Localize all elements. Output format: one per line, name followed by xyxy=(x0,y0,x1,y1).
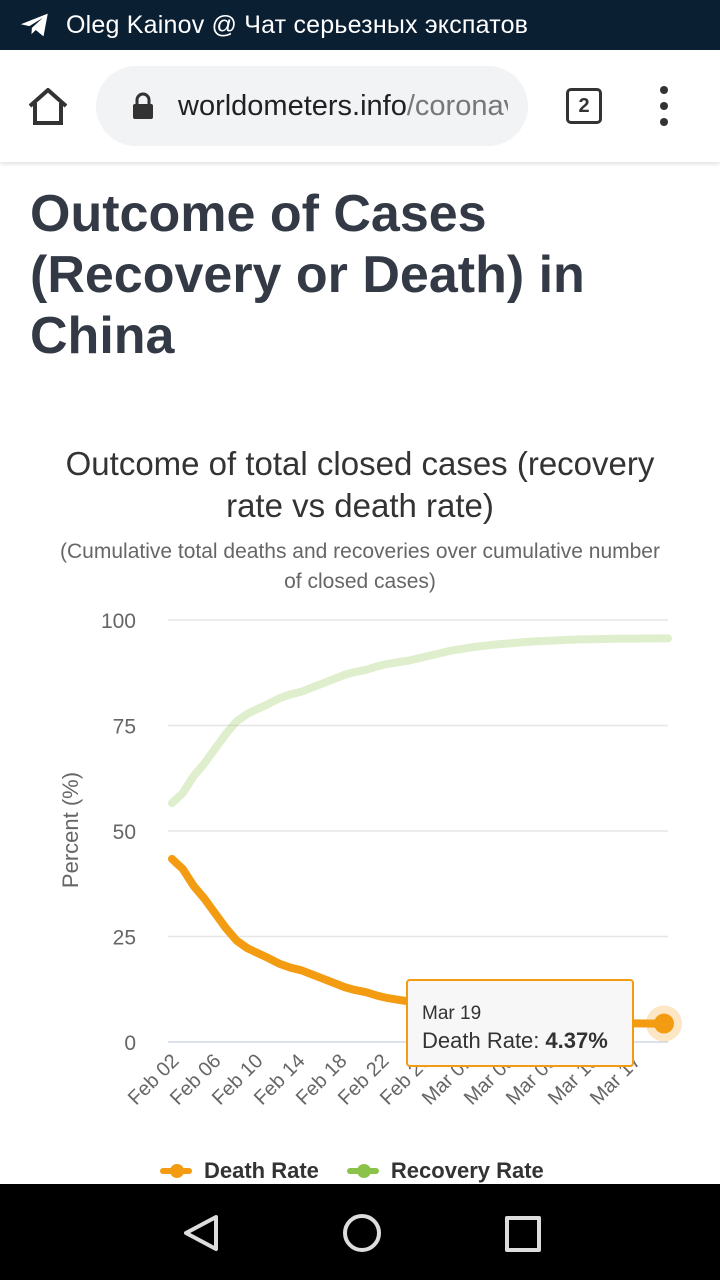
browser-toolbar: worldometers.info/coronavirus/country/ch… xyxy=(0,50,720,162)
legend-label-death: Death Rate xyxy=(204,1158,319,1183)
lock-icon[interactable] xyxy=(132,92,154,120)
legend-label-recovery: Recovery Rate xyxy=(390,1158,544,1183)
y-tick-label: 25 xyxy=(113,927,136,950)
url-host: worldometers.info xyxy=(178,89,407,122)
notification-text: Oleg Kainov @ Чат серьезных экспатов xyxy=(66,10,529,39)
legend-item-death-rate[interactable]: Death Rate xyxy=(160,1158,319,1184)
back-icon[interactable] xyxy=(182,1214,220,1252)
series-line-recovery-rate[interactable] xyxy=(168,634,672,808)
legend-swatch-death xyxy=(160,1164,192,1178)
url-path: /coronavirus/country/china/ xyxy=(406,89,508,122)
chart-tooltip: Mar 19 Death Rate: 4.37% xyxy=(406,979,634,1067)
chart-subtitle: (Cumulative total deaths and recoveries … xyxy=(60,540,660,593)
home-nav-icon[interactable] xyxy=(343,1214,381,1252)
page-title: Outcome of Cases (Recovery or Death) in … xyxy=(30,185,585,365)
more-menu-icon[interactable] xyxy=(652,86,676,126)
recent-apps-icon[interactable] xyxy=(505,1216,541,1252)
url-text[interactable]: worldometers.info/coronavirus/country/ch… xyxy=(178,90,508,123)
y-axis-label: Percent (%) xyxy=(58,772,83,888)
y-tick-label: 75 xyxy=(113,716,136,739)
tooltip-value-line: Death Rate: 4.37% xyxy=(422,1028,608,1053)
home-icon[interactable] xyxy=(26,86,70,126)
chart-legend: Death Rate Recovery Rate xyxy=(160,1158,544,1184)
telegram-icon xyxy=(20,13,48,37)
address-bar[interactable]: worldometers.info/coronavirus/country/ch… xyxy=(96,66,528,146)
y-axis-ticks: 0 25 50 75 100 xyxy=(101,610,136,1055)
tab-switcher-button[interactable]: 2 xyxy=(566,88,602,124)
chart-title: Outcome of total closed cases (recovery … xyxy=(65,445,655,524)
tooltip-label: Death Rate: xyxy=(422,1028,539,1053)
hover-point[interactable] xyxy=(654,1013,674,1034)
y-tick-label: 50 xyxy=(113,821,136,844)
tooltip-box xyxy=(406,979,634,1067)
notification-bar[interactable]: Oleg Kainov @ Чат серьезных экспатов xyxy=(0,0,720,50)
y-tick-label: 0 xyxy=(124,1032,136,1055)
tooltip-date: Mar 19 xyxy=(422,1003,481,1024)
y-tick-label: 100 xyxy=(101,610,136,633)
tooltip-value: 4.37% xyxy=(545,1028,607,1053)
navigation-bar xyxy=(0,1184,720,1280)
chart-grid xyxy=(168,619,668,1043)
legend-swatch-recovery xyxy=(346,1164,379,1178)
legend-item-recovery-rate[interactable]: Recovery Rate xyxy=(346,1158,544,1184)
